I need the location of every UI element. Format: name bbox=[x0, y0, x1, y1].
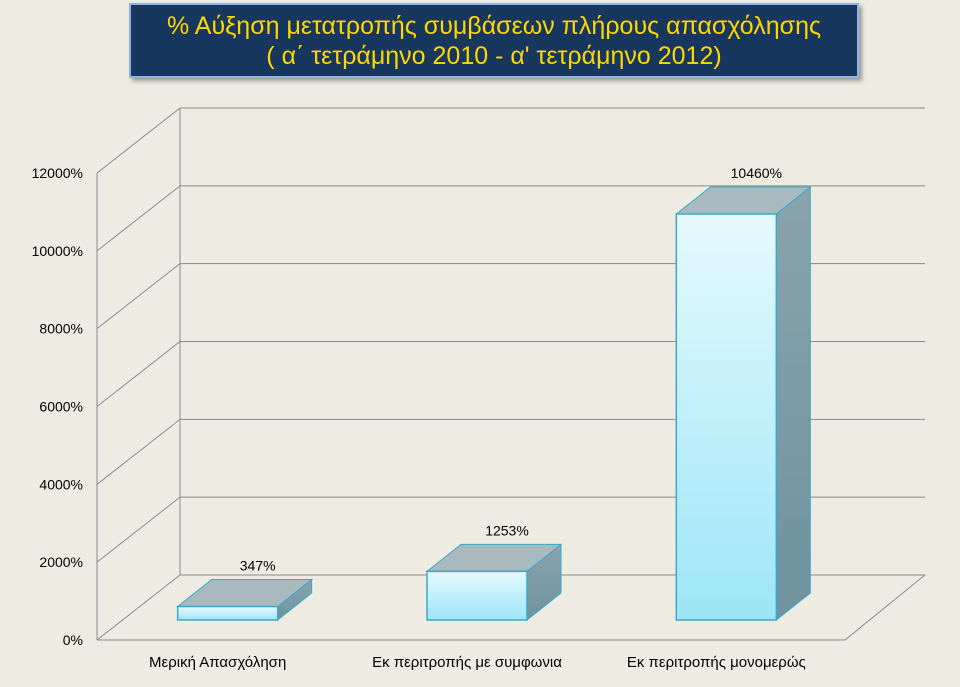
bar bbox=[176, 578, 314, 622]
gridline-depth bbox=[96, 263, 181, 330]
y-tick-label: 8000% bbox=[39, 321, 83, 337]
gridline-depth bbox=[96, 107, 181, 174]
floor-right-edge bbox=[844, 574, 926, 641]
category-label: Μερική Απασχόληση bbox=[149, 654, 286, 671]
gridline-depth bbox=[96, 496, 181, 563]
bar-layer bbox=[176, 185, 812, 622]
bar-front bbox=[426, 570, 528, 621]
label-layer: 347% Μερική Απασχόληση 1253% Εκ περιτροπής … bbox=[149, 165, 806, 671]
bar-side bbox=[775, 185, 811, 622]
chart-title-line-1: % Αύξηση μετατροπής συμβάσεων πλήρους απ… bbox=[166, 12, 822, 40]
bar-front bbox=[176, 605, 279, 621]
y-tick-label: 10000% bbox=[32, 243, 83, 259]
y-tick-label: 2000% bbox=[39, 554, 83, 570]
data-label: 10460% bbox=[731, 165, 782, 181]
y-tick-label: 4000% bbox=[39, 476, 83, 492]
chart-title-line-2: ( α΄ τετράμηνο 2010 - α' τετράμηνο 2012) bbox=[266, 42, 722, 70]
gridline-depth bbox=[96, 418, 181, 485]
chart-title: % Αύξηση μετατροπής συμβάσεων πλήρους απ… bbox=[129, 3, 859, 78]
data-label: 347% bbox=[240, 558, 276, 574]
category-label: Εκ περιτροπής με συμφωνια bbox=[372, 654, 562, 671]
bar-front bbox=[675, 213, 778, 621]
gridline-depth bbox=[96, 185, 181, 252]
gridline-depth bbox=[96, 341, 181, 407]
bar bbox=[425, 543, 563, 622]
y-tick-label: 0% bbox=[63, 632, 83, 648]
y-tick-label: 12000% bbox=[32, 165, 83, 181]
gridline-depth bbox=[96, 574, 181, 641]
bar bbox=[674, 185, 812, 622]
y-tick-label: 6000% bbox=[39, 399, 83, 415]
category-label: Εκ περιτροπής μονομερώς bbox=[627, 654, 806, 671]
data-label: 1253% bbox=[485, 522, 529, 538]
